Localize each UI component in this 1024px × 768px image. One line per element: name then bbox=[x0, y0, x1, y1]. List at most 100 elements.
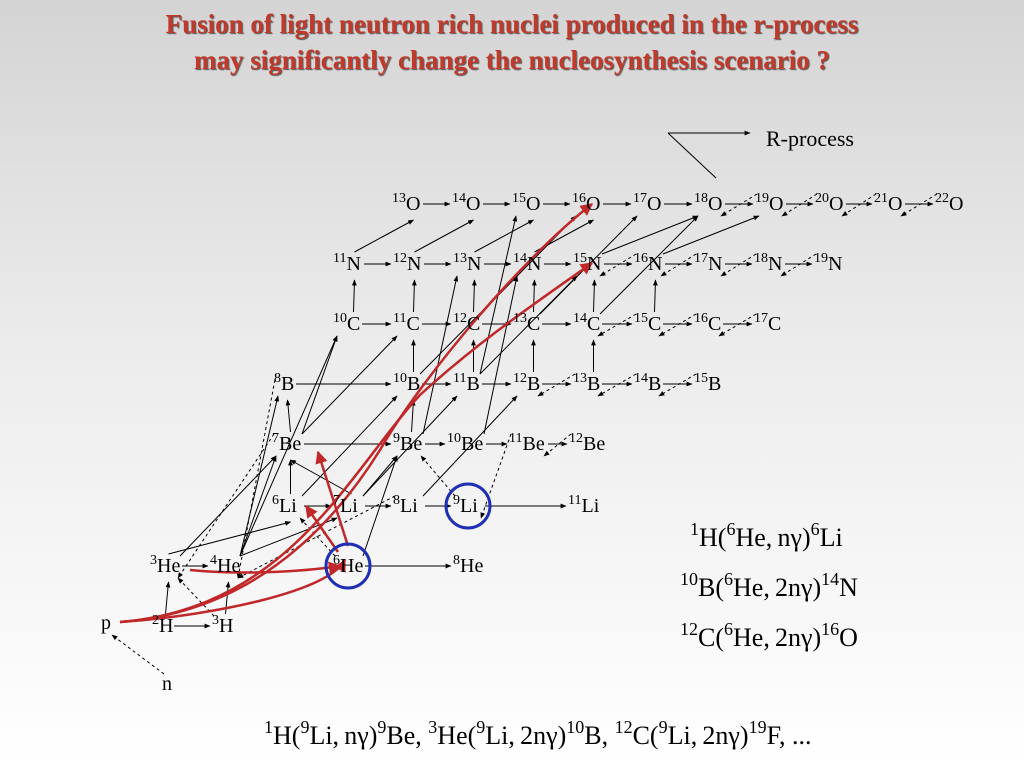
arrow-He4-C10 bbox=[239, 335, 338, 557]
beta-decay-H3-He3 bbox=[177, 577, 215, 617]
nuclide-B15: 15B bbox=[694, 371, 721, 395]
element-symbol: O bbox=[708, 193, 722, 215]
mass-number: 13 bbox=[453, 251, 467, 266]
mass-number: 16 bbox=[634, 251, 648, 266]
beta-decay-B8-He4 bbox=[236, 373, 277, 579]
mass-number: 4 bbox=[210, 553, 217, 568]
nuclide-O17: 17O bbox=[633, 191, 661, 215]
element-symbol: B bbox=[587, 373, 600, 395]
mass-number: 14 bbox=[634, 371, 648, 386]
mass-number: 10 bbox=[333, 311, 347, 326]
reaction-eq-3: 12C(6He, 2nγ)16O bbox=[680, 619, 858, 652]
mass-number: 14 bbox=[573, 311, 587, 326]
nuclide-Be12: 12Be bbox=[569, 431, 605, 455]
mass-number: 10 bbox=[393, 371, 407, 386]
nuclide-Be11: 11Be bbox=[509, 431, 545, 455]
arrow-Li7-Be9 bbox=[362, 455, 398, 497]
nuclide-B13: 13B bbox=[573, 371, 600, 395]
element-symbol: B bbox=[281, 373, 294, 395]
arrow-C12-N13 bbox=[471, 279, 477, 313]
arrow-N13-O15 bbox=[474, 219, 535, 253]
arrow-Li8-B12 bbox=[422, 395, 518, 497]
element-symbol: Li bbox=[400, 495, 418, 517]
element-symbol: Li bbox=[279, 495, 297, 517]
mass-number: 16 bbox=[694, 311, 708, 326]
arrow-C14-O18 bbox=[599, 215, 699, 315]
beta-decay-Be11-Li9 bbox=[480, 433, 512, 519]
mass-number: 18 bbox=[754, 251, 768, 266]
nuclide-B8: 8B bbox=[274, 371, 294, 395]
beta-decay-B13-B12 bbox=[537, 373, 576, 397]
arrow-He4-B8 bbox=[239, 395, 280, 557]
element-symbol: O bbox=[526, 193, 540, 215]
element-symbol: B bbox=[407, 373, 420, 395]
arrow-N11-O13 bbox=[354, 219, 415, 253]
mass-number: 17 bbox=[694, 251, 708, 266]
element-symbol: N bbox=[708, 253, 722, 275]
nuclide-He3: 3He bbox=[150, 553, 180, 577]
nuclide-Be7: 7Be bbox=[272, 431, 301, 455]
element-symbol: Be bbox=[279, 433, 301, 455]
beta-decay-O20-O19 bbox=[781, 193, 818, 217]
mass-number: 20 bbox=[815, 191, 829, 206]
reaction-eq-bottom: 1H(9Li, nγ)9Be, 3He(9Li, 2nγ)10B, 12C(9L… bbox=[264, 717, 811, 750]
highlight-circle-Li9 bbox=[444, 482, 492, 530]
arrow-He4-Li7 bbox=[239, 517, 338, 557]
nuclide-Li6: 6Li bbox=[272, 493, 297, 517]
element-symbol: N bbox=[346, 253, 360, 275]
nuclide-B10: 10B bbox=[393, 371, 420, 395]
mass-number: 7 bbox=[333, 493, 340, 508]
arrow-Be9-N13 bbox=[422, 275, 459, 435]
element-symbol: B bbox=[466, 373, 479, 395]
element-symbol: C bbox=[527, 313, 540, 335]
mass-number: 11 bbox=[333, 251, 346, 266]
nuclide-Li8: 8Li bbox=[393, 493, 418, 517]
red-path-4 bbox=[119, 261, 594, 624]
nuclide-B11: 11B bbox=[453, 371, 480, 395]
mass-number: 8 bbox=[274, 371, 281, 386]
nuclide-N19: 19N bbox=[814, 251, 842, 275]
mass-number: 13 bbox=[513, 311, 527, 326]
mass-number: 15 bbox=[634, 311, 648, 326]
arrow-N16-O19 bbox=[662, 215, 760, 255]
beta-decay-Be7-He3 bbox=[177, 433, 275, 579]
mass-number: 11 bbox=[393, 311, 406, 326]
mass-number: 12 bbox=[513, 371, 527, 386]
r-process-pointer-line bbox=[667, 132, 717, 179]
element-symbol: Li bbox=[581, 495, 599, 517]
mass-number: 15 bbox=[573, 251, 587, 266]
mass-number: 19 bbox=[755, 191, 769, 206]
element-symbol: H bbox=[159, 615, 173, 637]
element-symbol: N bbox=[467, 253, 481, 275]
element-symbol: O bbox=[406, 193, 420, 215]
nuclide-O14: 14O bbox=[452, 191, 480, 215]
element-symbol: He bbox=[340, 555, 363, 577]
nuclide-O19: 19O bbox=[755, 191, 783, 215]
beta-decay-N16-N15 bbox=[599, 253, 637, 277]
element-symbol: N bbox=[648, 253, 662, 275]
beta-decay-C17-C16 bbox=[718, 313, 757, 337]
nuclide-He6: 6He bbox=[333, 553, 363, 577]
mass-number: 10 bbox=[447, 431, 461, 446]
nuclide-O16: 16O bbox=[572, 191, 600, 215]
element-symbol: C bbox=[648, 313, 661, 335]
nuclide-C11: 11C bbox=[393, 311, 420, 335]
beta-decay-O21-O20 bbox=[841, 193, 877, 217]
element-symbol: N bbox=[587, 253, 601, 275]
nuclide-O18: 18O bbox=[694, 191, 722, 215]
element-symbol: C bbox=[587, 313, 600, 335]
mass-number: 13 bbox=[392, 191, 406, 206]
arrow-Be7-B8 bbox=[285, 399, 291, 433]
title-line-2: may significantly change the nucleosynth… bbox=[193, 45, 830, 75]
nuclide-He8: 8He bbox=[453, 553, 483, 577]
nuclide-Be9: 9Be bbox=[393, 431, 422, 455]
arrow-C10-N11 bbox=[351, 279, 357, 313]
element-symbol: Be bbox=[522, 433, 544, 455]
arrow-Li6-B10 bbox=[301, 395, 398, 497]
element-symbol: Be bbox=[583, 433, 605, 455]
mass-number: 2 bbox=[152, 613, 159, 628]
arrow-C13-N14 bbox=[531, 279, 537, 313]
nuclide-Li11: 11Li bbox=[568, 493, 600, 517]
element-symbol: Li bbox=[340, 495, 358, 517]
